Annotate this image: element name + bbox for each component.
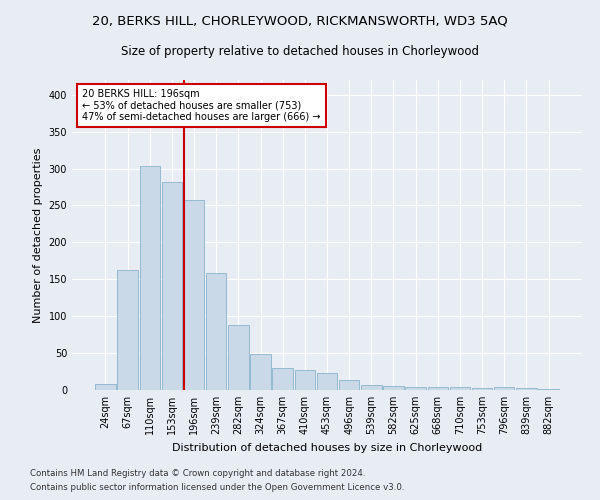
Bar	[450, 387, 470, 390]
Text: Contains HM Land Registry data © Crown copyright and database right 2024.: Contains HM Land Registry data © Crown c…	[30, 468, 365, 477]
Bar	[250, 354, 271, 390]
Bar	[95, 384, 116, 390]
Text: Size of property relative to detached houses in Chorleywood: Size of property relative to detached ho…	[121, 45, 479, 58]
Bar	[361, 385, 382, 390]
Bar	[184, 200, 204, 390]
Bar	[428, 387, 448, 390]
Bar	[118, 270, 138, 390]
Bar	[161, 182, 182, 390]
Bar	[339, 380, 359, 390]
X-axis label: Distribution of detached houses by size in Chorleywood: Distribution of detached houses by size …	[172, 442, 482, 452]
Bar	[472, 388, 493, 390]
Bar	[140, 166, 160, 390]
Bar	[494, 387, 514, 390]
Bar	[317, 373, 337, 390]
Bar	[538, 388, 559, 390]
Bar	[516, 388, 536, 390]
Bar	[272, 368, 293, 390]
Y-axis label: Number of detached properties: Number of detached properties	[33, 148, 43, 322]
Text: 20, BERKS HILL, CHORLEYWOOD, RICKMANSWORTH, WD3 5AQ: 20, BERKS HILL, CHORLEYWOOD, RICKMANSWOR…	[92, 15, 508, 28]
Bar	[206, 274, 226, 390]
Bar	[228, 325, 248, 390]
Bar	[295, 370, 315, 390]
Text: Contains public sector information licensed under the Open Government Licence v3: Contains public sector information licen…	[30, 484, 404, 492]
Bar	[406, 387, 426, 390]
Text: 20 BERKS HILL: 196sqm
← 53% of detached houses are smaller (753)
47% of semi-det: 20 BERKS HILL: 196sqm ← 53% of detached …	[82, 90, 320, 122]
Bar	[383, 386, 404, 390]
